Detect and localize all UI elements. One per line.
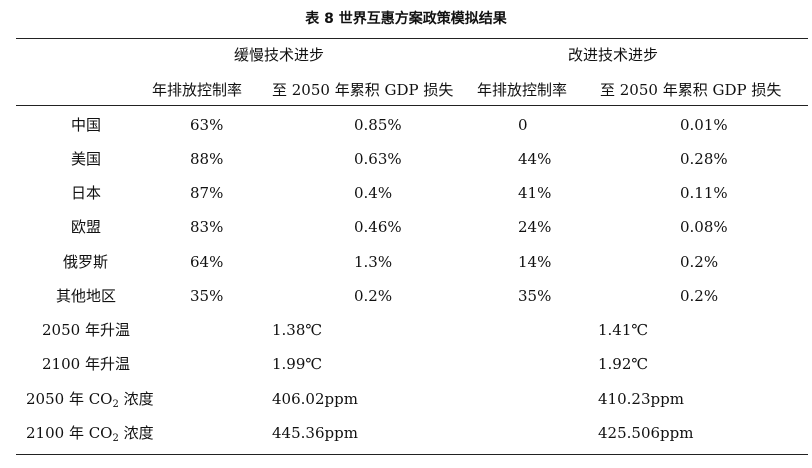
row-slow-gdp: 1.3% bbox=[354, 253, 393, 271]
row-slow-gdp: 0.85% bbox=[354, 116, 402, 134]
row-slow-gdp: 0.46% bbox=[354, 218, 402, 236]
row-region: 美国 bbox=[71, 150, 102, 168]
table-title: 表 8 世界互惠方案政策模拟结果 bbox=[305, 11, 507, 27]
subheader-slow-gdp: 至 2050 年累积 GDP 损失 bbox=[272, 81, 454, 99]
summary-label: 2050 年升温 bbox=[42, 321, 130, 339]
summary-slow: 1.99℃ bbox=[272, 355, 323, 373]
summary-label-post: 浓度 bbox=[118, 424, 154, 442]
row-fast-gdp: 0.2% bbox=[680, 253, 719, 271]
summary-label-sub: 2 bbox=[112, 399, 119, 410]
summary-label-pre: 2100 年 CO bbox=[26, 424, 113, 442]
bottom-rule bbox=[16, 454, 808, 455]
subheader-fast-rate: 年排放控制率 bbox=[477, 81, 568, 99]
summary-label-sub: 2 bbox=[112, 433, 119, 444]
row-slow-rate: 35% bbox=[190, 287, 224, 305]
subheader-fast-gdp: 至 2050 年累积 GDP 损失 bbox=[600, 81, 782, 99]
row-region: 欧盟 bbox=[71, 218, 102, 236]
row-fast-gdp: 0.11% bbox=[680, 184, 728, 202]
row-fast-rate: 0 bbox=[518, 116, 528, 134]
summary-label: 2100 年 CO2 浓度 bbox=[26, 423, 154, 449]
summary-fast: 425.506ppm bbox=[598, 424, 694, 442]
summary-fast: 410.23ppm bbox=[598, 390, 684, 408]
summary-label: 2050 年 CO2 浓度 bbox=[26, 389, 154, 415]
row-fast-rate: 14% bbox=[518, 253, 552, 271]
summary-label-post: 浓度 bbox=[118, 390, 154, 408]
row-region: 其他地区 bbox=[56, 287, 117, 305]
row-region: 日本 bbox=[71, 184, 102, 202]
row-slow-rate: 64% bbox=[190, 253, 224, 271]
row-slow-gdp: 0.2% bbox=[354, 287, 393, 305]
row-slow-rate: 87% bbox=[190, 184, 224, 202]
row-fast-rate: 41% bbox=[518, 184, 552, 202]
group-header-slow: 缓慢技术进步 bbox=[234, 46, 325, 64]
row-fast-rate: 24% bbox=[518, 218, 552, 236]
row-slow-rate: 83% bbox=[190, 218, 224, 236]
row-fast-gdp: 0.08% bbox=[680, 218, 728, 236]
summary-slow: 445.36ppm bbox=[272, 424, 358, 442]
row-fast-gdp: 0.01% bbox=[680, 116, 728, 134]
summary-fast: 1.92℃ bbox=[598, 355, 649, 373]
summary-label-pre: 2050 年 CO bbox=[26, 390, 113, 408]
row-slow-rate: 63% bbox=[190, 116, 224, 134]
row-region: 俄罗斯 bbox=[63, 253, 109, 271]
row-fast-gdp: 0.2% bbox=[680, 287, 719, 305]
summary-slow: 406.02ppm bbox=[272, 390, 358, 408]
row-region: 中国 bbox=[71, 116, 102, 134]
row-fast-rate: 35% bbox=[518, 287, 552, 305]
group-header-improved: 改进技术进步 bbox=[568, 46, 659, 64]
top-rule bbox=[16, 38, 808, 39]
summary-fast: 1.41℃ bbox=[598, 321, 649, 339]
summary-label: 2100 年升温 bbox=[42, 355, 130, 373]
summary-slow: 1.38℃ bbox=[272, 321, 323, 339]
header-rule bbox=[16, 105, 808, 106]
row-slow-gdp: 0.63% bbox=[354, 150, 402, 168]
row-slow-gdp: 0.4% bbox=[354, 184, 393, 202]
row-fast-rate: 44% bbox=[518, 150, 552, 168]
row-slow-rate: 88% bbox=[190, 150, 224, 168]
row-fast-gdp: 0.28% bbox=[680, 150, 728, 168]
subheader-slow-rate: 年排放控制率 bbox=[152, 81, 243, 99]
